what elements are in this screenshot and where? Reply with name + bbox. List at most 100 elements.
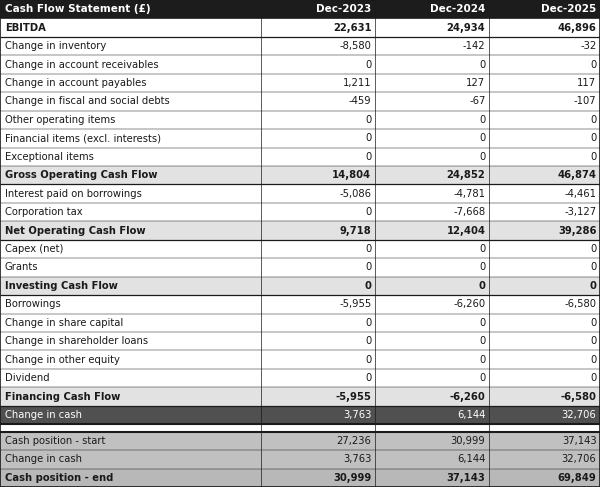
Text: 0: 0 bbox=[590, 336, 596, 346]
Text: 14,804: 14,804 bbox=[332, 170, 371, 180]
Text: 0: 0 bbox=[479, 244, 485, 254]
Text: EBITDA: EBITDA bbox=[5, 23, 46, 33]
Text: 0: 0 bbox=[365, 207, 371, 217]
Text: 22,631: 22,631 bbox=[333, 23, 371, 33]
Text: 0: 0 bbox=[590, 262, 596, 273]
Text: Investing Cash Flow: Investing Cash Flow bbox=[5, 281, 118, 291]
Text: 3,763: 3,763 bbox=[343, 454, 371, 464]
Text: 127: 127 bbox=[466, 78, 485, 88]
Text: -5,955: -5,955 bbox=[335, 392, 371, 402]
Text: 0: 0 bbox=[590, 115, 596, 125]
Text: Cash position - end: Cash position - end bbox=[5, 473, 113, 483]
Text: Financing Cash Flow: Financing Cash Flow bbox=[5, 392, 120, 402]
Bar bbox=[0, 387, 600, 406]
Text: Financial items (excl. interests): Financial items (excl. interests) bbox=[5, 133, 161, 143]
Text: 30,999: 30,999 bbox=[451, 436, 485, 446]
Bar bbox=[0, 424, 600, 431]
Text: 0: 0 bbox=[365, 355, 371, 365]
Text: 0: 0 bbox=[365, 281, 371, 291]
Bar bbox=[0, 369, 600, 387]
Text: 1,211: 1,211 bbox=[343, 78, 371, 88]
Text: 39,286: 39,286 bbox=[558, 225, 596, 236]
Text: Cash position - start: Cash position - start bbox=[5, 436, 105, 446]
Text: Change in account payables: Change in account payables bbox=[5, 78, 146, 88]
Text: Dec-2023: Dec-2023 bbox=[316, 4, 371, 14]
Text: -5,955: -5,955 bbox=[339, 300, 371, 309]
Text: 37,143: 37,143 bbox=[446, 473, 485, 483]
Text: 12,404: 12,404 bbox=[446, 225, 485, 236]
Bar bbox=[0, 450, 600, 468]
Text: -6,580: -6,580 bbox=[560, 392, 596, 402]
Bar bbox=[0, 111, 600, 129]
Text: 0: 0 bbox=[590, 281, 596, 291]
Text: 9,718: 9,718 bbox=[340, 225, 371, 236]
Bar bbox=[0, 148, 600, 166]
Text: 32,706: 32,706 bbox=[562, 410, 596, 420]
Text: -8,580: -8,580 bbox=[340, 41, 371, 51]
Text: 27,236: 27,236 bbox=[337, 436, 371, 446]
Text: 0: 0 bbox=[479, 355, 485, 365]
Bar bbox=[0, 222, 600, 240]
Bar bbox=[0, 92, 600, 111]
Text: Change in share capital: Change in share capital bbox=[5, 318, 123, 328]
Text: 37,143: 37,143 bbox=[562, 436, 596, 446]
Text: Interest paid on borrowings: Interest paid on borrowings bbox=[5, 188, 142, 199]
Bar bbox=[0, 0, 600, 19]
Text: Change in inventory: Change in inventory bbox=[5, 41, 106, 51]
Text: Change in other equity: Change in other equity bbox=[5, 355, 119, 365]
Text: Change in account receivables: Change in account receivables bbox=[5, 59, 158, 70]
Text: Dec-2025: Dec-2025 bbox=[541, 4, 596, 14]
Text: -32: -32 bbox=[580, 41, 596, 51]
Bar bbox=[0, 19, 600, 37]
Text: 0: 0 bbox=[365, 262, 371, 273]
Text: Grants: Grants bbox=[5, 262, 38, 273]
Bar bbox=[0, 56, 600, 74]
Text: 0: 0 bbox=[590, 133, 596, 143]
Text: 24,852: 24,852 bbox=[446, 170, 485, 180]
Text: 0: 0 bbox=[479, 59, 485, 70]
Text: 0: 0 bbox=[365, 115, 371, 125]
Text: Corporation tax: Corporation tax bbox=[5, 207, 82, 217]
Text: Exceptional items: Exceptional items bbox=[5, 152, 94, 162]
Text: Change in cash: Change in cash bbox=[5, 410, 82, 420]
Text: 6,144: 6,144 bbox=[457, 454, 485, 464]
Text: 0: 0 bbox=[365, 336, 371, 346]
Text: Net Operating Cash Flow: Net Operating Cash Flow bbox=[5, 225, 145, 236]
Text: Dec-2024: Dec-2024 bbox=[430, 4, 485, 14]
Text: 0: 0 bbox=[479, 318, 485, 328]
Text: 6,144: 6,144 bbox=[457, 410, 485, 420]
Text: 69,849: 69,849 bbox=[557, 473, 596, 483]
Text: 0: 0 bbox=[479, 152, 485, 162]
Text: 0: 0 bbox=[479, 336, 485, 346]
Text: 0: 0 bbox=[365, 152, 371, 162]
Text: 0: 0 bbox=[590, 244, 596, 254]
Text: 117: 117 bbox=[577, 78, 596, 88]
Text: 0: 0 bbox=[590, 373, 596, 383]
Text: -6,260: -6,260 bbox=[453, 300, 485, 309]
Text: 0: 0 bbox=[590, 59, 596, 70]
Text: -5,086: -5,086 bbox=[340, 188, 371, 199]
Text: 46,874: 46,874 bbox=[557, 170, 596, 180]
Text: Cash Flow Statement (£): Cash Flow Statement (£) bbox=[5, 4, 151, 14]
Text: -67: -67 bbox=[469, 96, 485, 107]
Text: 0: 0 bbox=[365, 133, 371, 143]
Text: 0: 0 bbox=[365, 373, 371, 383]
Bar bbox=[0, 406, 600, 424]
Bar bbox=[0, 258, 600, 277]
Text: -459: -459 bbox=[349, 96, 371, 107]
Text: Capex (net): Capex (net) bbox=[5, 244, 63, 254]
Bar bbox=[0, 314, 600, 332]
Bar bbox=[0, 351, 600, 369]
Bar bbox=[0, 295, 600, 314]
Text: 0: 0 bbox=[479, 133, 485, 143]
Text: Change in shareholder loans: Change in shareholder loans bbox=[5, 336, 148, 346]
Text: -4,461: -4,461 bbox=[565, 188, 596, 199]
Text: 0: 0 bbox=[479, 115, 485, 125]
Bar bbox=[0, 203, 600, 222]
Text: 0: 0 bbox=[479, 262, 485, 273]
Bar bbox=[0, 185, 600, 203]
Text: 32,706: 32,706 bbox=[562, 454, 596, 464]
Bar bbox=[0, 240, 600, 258]
Text: 0: 0 bbox=[365, 244, 371, 254]
Text: -7,668: -7,668 bbox=[453, 207, 485, 217]
